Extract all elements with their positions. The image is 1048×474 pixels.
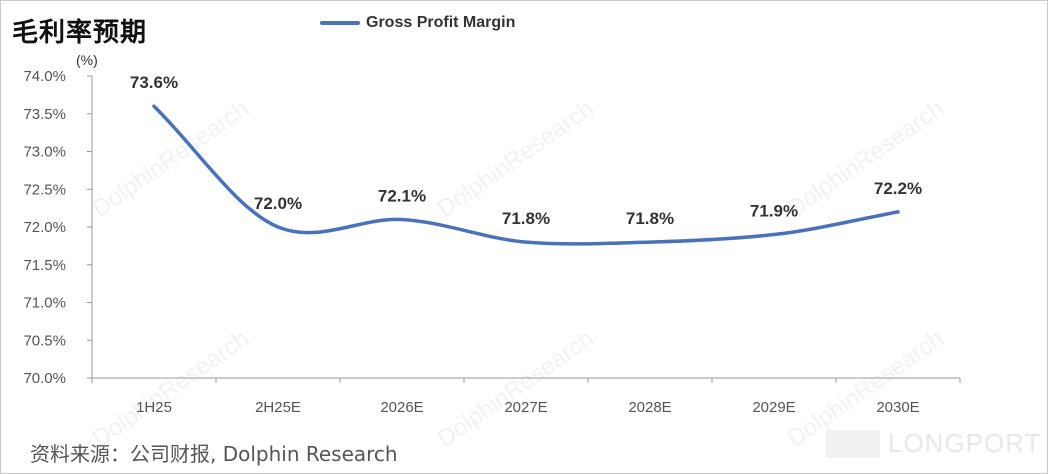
data-point (276, 225, 280, 229)
data-point (648, 240, 652, 244)
y-tick-label: 72.0% (23, 219, 66, 236)
chart-title: 毛利率预期 (12, 18, 148, 48)
x-tick-label: 2028E (628, 399, 671, 416)
y-tick-label: 71.5% (23, 257, 66, 274)
data-point (772, 233, 776, 237)
data-label: 72.1% (378, 186, 426, 205)
legend-label: Gross Profit Margin (366, 14, 516, 31)
data-label: 71.8% (502, 209, 550, 228)
y-tick-label: 70.5% (23, 332, 66, 349)
data-point (152, 104, 156, 108)
brand-logo: LONGPORT (826, 428, 1041, 459)
data-point (400, 217, 404, 221)
axes: 70.0% 70.5% 71.0% 71.5% 72.0% 72.5% 73.0% 73.5%… (23, 68, 961, 416)
data-label: 71.9% (750, 202, 798, 221)
x-tick-label: 2H25E (255, 399, 301, 416)
y-tick-label: 72.5% (23, 181, 66, 198)
data-point (896, 210, 900, 214)
y-tick-label: 73.5% (23, 106, 66, 123)
x-tick-label: 2029E (752, 399, 795, 416)
x-tick-label: 2027E (504, 399, 547, 416)
data-point (524, 240, 528, 244)
x-tick-label: 2026E (380, 399, 423, 416)
x-tick-label: 1H25 (136, 399, 172, 416)
y-tick-label: 70.0% (23, 370, 66, 387)
y-tick-label: 74.0% (23, 68, 66, 85)
data-label: 73.6% (130, 73, 178, 92)
source-note: 资料来源：公司财报, Dolphin Research (30, 442, 398, 466)
legend-line-swatch (320, 21, 360, 25)
data-label: 71.8% (626, 209, 674, 228)
plot-area: 73.6% 72.0% 72.1% 71.8% 71.8% 71.9% 72.2% (130, 73, 922, 246)
watermark-text: DolphinResearch (433, 95, 599, 223)
watermark-text: DolphinResearch (88, 325, 254, 453)
brand-icon (826, 429, 880, 458)
data-label: 72.0% (254, 194, 302, 213)
watermark-text: DolphinResearch (88, 95, 254, 223)
legend: Gross Profit Margin (320, 14, 515, 32)
watermark-text: DolphinResearch (433, 325, 599, 453)
y-axis-unit: (%) (76, 52, 98, 68)
y-tick-label: 71.0% (23, 295, 66, 312)
x-tick-label: 2030E (876, 399, 919, 416)
brand-text: LONGPORT (888, 428, 1042, 458)
data-label: 72.2% (874, 179, 922, 198)
y-tick-label: 73.0% (23, 144, 66, 161)
watermark-text: DolphinResearch (783, 95, 949, 223)
